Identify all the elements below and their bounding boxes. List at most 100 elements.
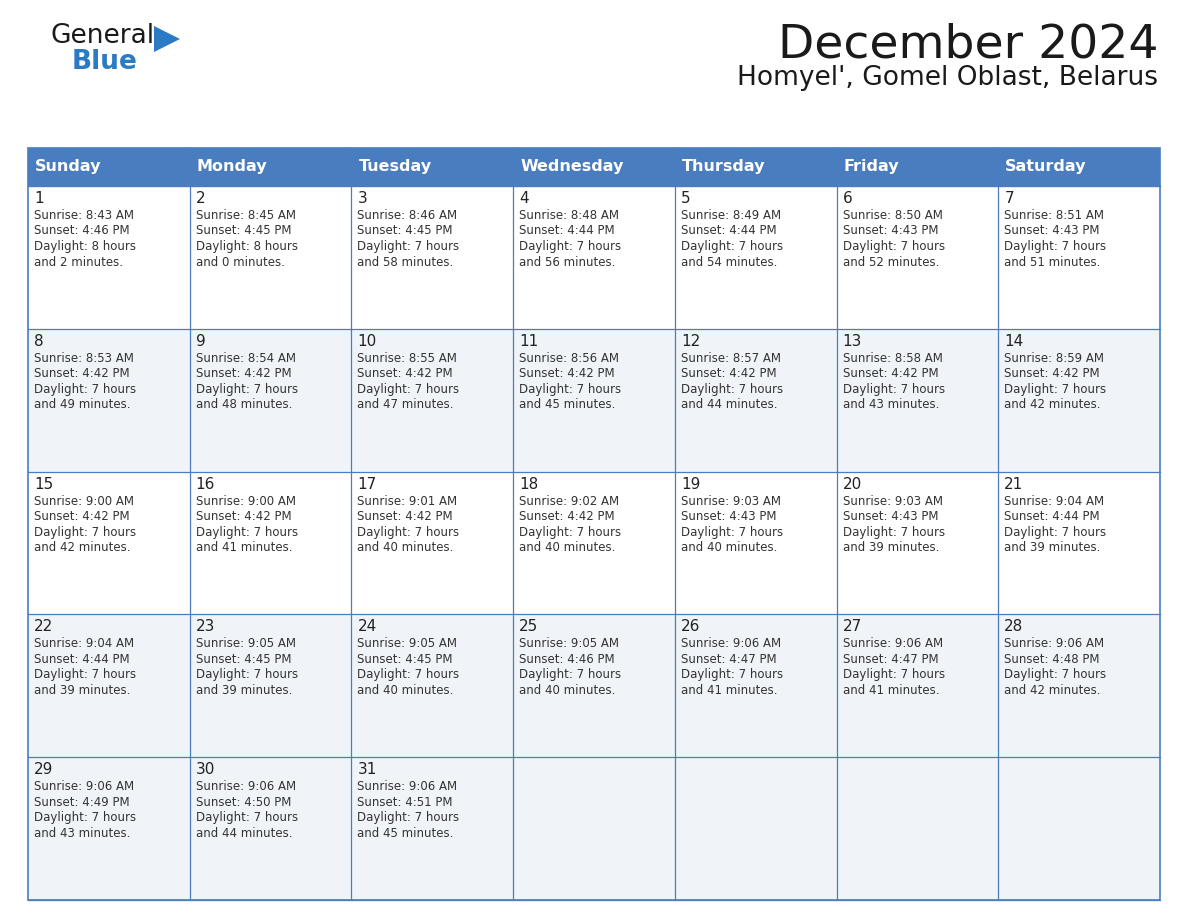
Text: 1: 1 [34, 191, 44, 206]
Text: Sunrise: 9:02 AM: Sunrise: 9:02 AM [519, 495, 619, 508]
Text: Sunset: 4:42 PM: Sunset: 4:42 PM [842, 367, 939, 380]
Text: 30: 30 [196, 762, 215, 778]
Text: and 43 minutes.: and 43 minutes. [34, 827, 131, 840]
Text: Daylight: 7 hours: Daylight: 7 hours [1004, 240, 1106, 253]
Text: 20: 20 [842, 476, 861, 492]
Text: Sunrise: 8:50 AM: Sunrise: 8:50 AM [842, 209, 942, 222]
Text: General: General [50, 23, 154, 49]
Bar [675, 614, 836, 757]
Text: Sunset: 4:47 PM: Sunset: 4:47 PM [681, 653, 777, 666]
Text: 6: 6 [842, 191, 852, 206]
Text: and 42 minutes.: and 42 minutes. [1004, 398, 1101, 411]
Text: and 2 minutes.: and 2 minutes. [34, 255, 124, 268]
Text: Sunset: 4:42 PM: Sunset: 4:42 PM [519, 367, 614, 380]
Text: and 39 minutes.: and 39 minutes. [842, 541, 939, 554]
Bar [352, 329, 513, 472]
Text: Daylight: 7 hours: Daylight: 7 hours [842, 383, 944, 396]
Text: Sunrise: 9:04 AM: Sunrise: 9:04 AM [1004, 495, 1105, 508]
Text: and 40 minutes.: and 40 minutes. [681, 541, 777, 554]
Text: Daylight: 7 hours: Daylight: 7 hours [358, 668, 460, 681]
Bar [190, 186, 352, 329]
Text: and 42 minutes.: and 42 minutes. [1004, 684, 1101, 697]
Bar [675, 472, 836, 614]
Bar [29, 472, 190, 614]
Text: Daylight: 7 hours: Daylight: 7 hours [519, 526, 621, 539]
Text: Homyel', Gomel Oblast, Belarus: Homyel', Gomel Oblast, Belarus [737, 65, 1158, 91]
Text: and 49 minutes.: and 49 minutes. [34, 398, 131, 411]
Bar [190, 757, 352, 900]
Text: and 41 minutes.: and 41 minutes. [196, 541, 292, 554]
Text: Daylight: 7 hours: Daylight: 7 hours [34, 812, 137, 824]
Polygon shape [154, 26, 181, 52]
Text: 27: 27 [842, 620, 861, 634]
Text: Sunset: 4:44 PM: Sunset: 4:44 PM [681, 225, 777, 238]
Text: Sunset: 4:45 PM: Sunset: 4:45 PM [358, 225, 453, 238]
Bar [513, 186, 675, 329]
Text: Daylight: 7 hours: Daylight: 7 hours [34, 383, 137, 396]
Text: Sunset: 4:49 PM: Sunset: 4:49 PM [34, 796, 129, 809]
Bar [190, 472, 352, 614]
Text: Sunrise: 8:53 AM: Sunrise: 8:53 AM [34, 352, 134, 364]
Text: 28: 28 [1004, 620, 1024, 634]
Bar [29, 614, 190, 757]
Text: Sunset: 4:42 PM: Sunset: 4:42 PM [34, 510, 129, 523]
Bar [29, 148, 1159, 186]
Text: Sunrise: 9:05 AM: Sunrise: 9:05 AM [358, 637, 457, 650]
Text: Sunrise: 9:06 AM: Sunrise: 9:06 AM [842, 637, 943, 650]
Text: 22: 22 [34, 620, 53, 634]
Text: 23: 23 [196, 620, 215, 634]
Text: Daylight: 7 hours: Daylight: 7 hours [681, 668, 783, 681]
Text: Daylight: 7 hours: Daylight: 7 hours [519, 383, 621, 396]
Text: Sunset: 4:45 PM: Sunset: 4:45 PM [196, 653, 291, 666]
Bar [675, 757, 836, 900]
Text: Sunrise: 9:00 AM: Sunrise: 9:00 AM [34, 495, 134, 508]
Text: 12: 12 [681, 334, 700, 349]
Bar [513, 614, 675, 757]
Text: and 40 minutes.: and 40 minutes. [519, 541, 615, 554]
Text: 8: 8 [34, 334, 44, 349]
Text: Sunrise: 8:59 AM: Sunrise: 8:59 AM [1004, 352, 1105, 364]
Bar [513, 757, 675, 900]
Text: Wednesday: Wednesday [520, 160, 624, 174]
Text: Sunrise: 8:58 AM: Sunrise: 8:58 AM [842, 352, 942, 364]
Text: 9: 9 [196, 334, 206, 349]
Bar [352, 186, 513, 329]
Text: Sunrise: 8:54 AM: Sunrise: 8:54 AM [196, 352, 296, 364]
Bar [513, 472, 675, 614]
Text: and 0 minutes.: and 0 minutes. [196, 255, 285, 268]
Bar [190, 614, 352, 757]
Text: 18: 18 [519, 476, 538, 492]
Text: 21: 21 [1004, 476, 1024, 492]
Text: Sunrise: 8:46 AM: Sunrise: 8:46 AM [358, 209, 457, 222]
Text: Sunset: 4:46 PM: Sunset: 4:46 PM [519, 653, 614, 666]
Text: Sunrise: 9:00 AM: Sunrise: 9:00 AM [196, 495, 296, 508]
Text: 26: 26 [681, 620, 700, 634]
Bar [29, 329, 190, 472]
Text: Sunrise: 9:06 AM: Sunrise: 9:06 AM [681, 637, 781, 650]
Bar [836, 186, 998, 329]
Text: and 39 minutes.: and 39 minutes. [34, 684, 131, 697]
Text: Daylight: 7 hours: Daylight: 7 hours [681, 240, 783, 253]
Text: Daylight: 7 hours: Daylight: 7 hours [358, 526, 460, 539]
Text: Daylight: 8 hours: Daylight: 8 hours [34, 240, 135, 253]
Text: Sunrise: 9:05 AM: Sunrise: 9:05 AM [196, 637, 296, 650]
Text: 31: 31 [358, 762, 377, 778]
Bar [513, 329, 675, 472]
Text: 14: 14 [1004, 334, 1024, 349]
Text: Sunset: 4:43 PM: Sunset: 4:43 PM [1004, 225, 1100, 238]
Text: 13: 13 [842, 334, 862, 349]
Bar [352, 757, 513, 900]
Text: Sunset: 4:47 PM: Sunset: 4:47 PM [842, 653, 939, 666]
Text: Daylight: 7 hours: Daylight: 7 hours [34, 668, 137, 681]
Text: Sunrise: 8:51 AM: Sunrise: 8:51 AM [1004, 209, 1105, 222]
Text: and 45 minutes.: and 45 minutes. [358, 827, 454, 840]
Text: 4: 4 [519, 191, 529, 206]
Text: and 40 minutes.: and 40 minutes. [358, 541, 454, 554]
Text: Daylight: 7 hours: Daylight: 7 hours [196, 812, 298, 824]
Bar [998, 757, 1159, 900]
Bar [675, 329, 836, 472]
Text: Sunrise: 8:45 AM: Sunrise: 8:45 AM [196, 209, 296, 222]
Text: Sunset: 4:43 PM: Sunset: 4:43 PM [681, 510, 776, 523]
Text: and 44 minutes.: and 44 minutes. [196, 827, 292, 840]
Text: 24: 24 [358, 620, 377, 634]
